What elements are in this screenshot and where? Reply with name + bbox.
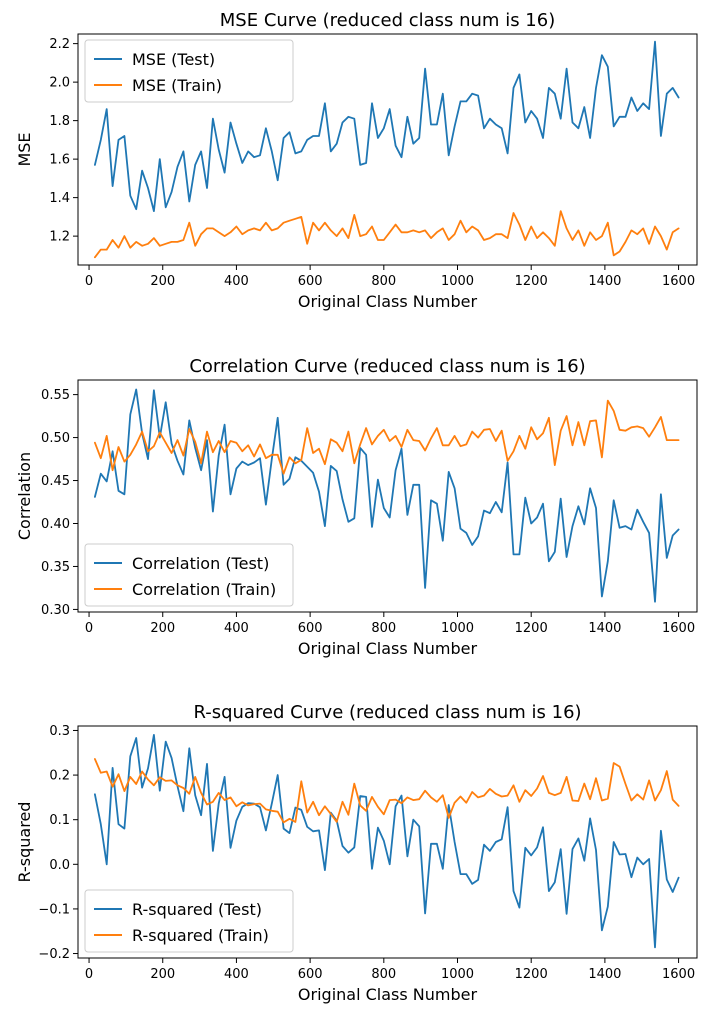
r-squared-xtick-label: 400 [224,967,249,982]
r-squared-chart: R-squared Curve (reduced class num is 16… [15,702,698,1004]
r-squared-ytick-label: −0.1 [38,902,70,917]
correlation-xtick-label: 400 [224,621,249,636]
mse-legend-label: MSE (Train) [132,76,222,95]
mse-xtick-label: 1200 [515,274,548,289]
correlation-ytick-label: 0.35 [41,560,70,575]
correlation-ytick-label: 0.55 [41,388,70,403]
mse-xtick-label: 1600 [662,274,695,289]
r-squared-xtick-label: 1400 [588,967,621,982]
mse-ytick-label: 1.4 [49,191,70,206]
r-squared-legend-label: R-squared (Test) [132,900,262,919]
r-squared-xtick-label: 600 [298,967,323,982]
correlation-ytick-label: 0.50 [41,431,70,446]
mse-ytick-label: 2.2 [49,37,70,52]
r-squared-series-train-line [94,758,680,824]
correlation-axes-frame [77,379,698,613]
correlation-legend-label: Correlation (Test) [132,554,269,573]
r-squared-xtick-label: 1600 [662,967,695,982]
r-squared-chart-ylabel: R-squared [15,802,34,883]
r-squared-legend: R-squared (Test) R-squared (Train) [84,889,294,953]
r-squared-xtick-label: 1200 [515,967,548,982]
mse-ytick-label: 2.0 [49,76,70,91]
r-squared-xtick-label: 200 [150,967,175,982]
correlation-xtick-label: 800 [371,621,396,636]
r-squared-ytick-label: 0.2 [49,769,70,784]
mse-ytick-label: 1.6 [49,153,70,168]
r-squared-xtick-label: 800 [371,967,396,982]
r-squared-ytick-label: −0.2 [38,947,70,962]
correlation-xtick-label: 1600 [662,621,695,636]
correlation-chart-xlabel: Original Class Number [298,639,478,658]
correlation-legend: Correlation (Test) Correlation (Train) [84,543,294,607]
mse-xtick-label: 600 [298,274,323,289]
correlation-legend-label: Correlation (Train) [132,580,276,599]
mse-xtick-label: 1400 [588,274,621,289]
r-squared-legend-label: R-squared (Train) [132,926,269,945]
mse-legend-label: MSE (Test) [132,50,215,69]
correlation-ytick-label: 0.40 [41,517,70,532]
r-squared-xtick-label: 1000 [441,967,474,982]
r-squared-ytick-label: 0.3 [49,724,70,739]
r-squared-xtick-label: 0 [85,967,93,982]
mse-xtick-label: 400 [224,274,249,289]
mse-ytick-label: 1.8 [49,114,70,129]
correlation-chart-ylabel: Correlation [15,452,34,540]
correlation-ytick-label: 0.30 [41,603,70,618]
mse-xtick-label: 1000 [441,274,474,289]
correlation-chart-title: Correlation Curve (reduced class num is … [189,356,585,377]
mse-chart: MSE Curve (reduced class num is 16) Orig… [15,10,698,311]
mse-legend: MSE (Test) MSE (Train) [84,39,294,103]
correlation-xtick-label: 1200 [515,621,548,636]
correlation-xtick-label: 200 [150,621,175,636]
correlation-xtick-label: 0 [85,621,93,636]
mse-xtick-label: 800 [371,274,396,289]
mse-chart-title: MSE Curve (reduced class num is 16) [220,10,555,31]
mse-xtick-label: 200 [150,274,175,289]
mse-ytick-label: 1.2 [49,230,70,245]
mse-chart-ylabel: MSE [15,132,34,166]
correlation-ytick-label: 0.45 [41,474,70,489]
r-squared-chart-title: R-squared Curve (reduced class num is 16… [193,702,581,723]
correlation-series-train-line [94,399,680,475]
mse-chart-xlabel: Original Class Number [298,292,478,311]
correlation-xtick-label: 600 [298,621,323,636]
mse-axes-frame [77,33,698,266]
r-squared-ytick-label: 0.0 [49,858,70,873]
mse-series-train-line [94,210,680,259]
mse-xtick-label: 0 [85,274,93,289]
r-squared-chart-xlabel: Original Class Number [298,985,478,1004]
correlation-xtick-label: 1400 [588,621,621,636]
correlation-xtick-label: 1000 [441,621,474,636]
correlation-chart: Correlation Curve (reduced class num is … [15,356,698,658]
mse-series-test-line [94,40,680,213]
r-squared-ytick-label: 0.1 [49,813,70,828]
r-squared-axes-frame [77,725,698,959]
r-squared-series-test-line [94,734,680,949]
